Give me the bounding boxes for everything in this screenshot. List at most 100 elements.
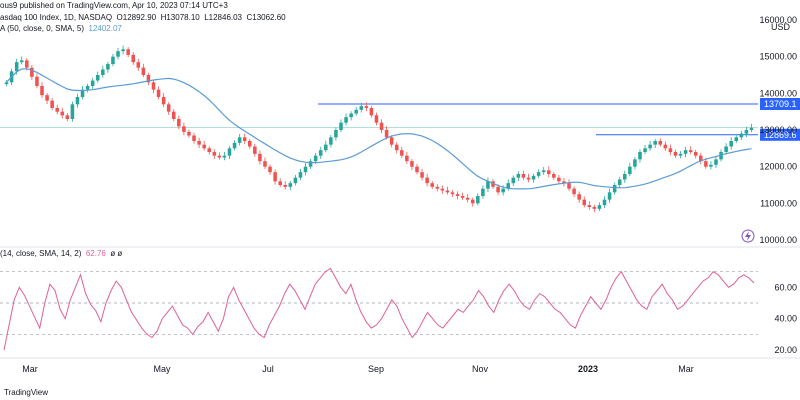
candle-body [450,192,455,195]
candle-body [531,175,536,180]
footer-brand: TradingView [4,388,49,397]
ma-line [6,68,752,190]
candle-body [359,106,364,110]
horizontal-levels: 13709.1 12869.6 [0,97,800,141]
candle-body [227,148,232,156]
candle-body [617,179,622,185]
candle-body [481,188,485,196]
candle-body [486,181,490,189]
candle-body [45,95,49,101]
candle-body [511,177,516,184]
candle-body [19,60,24,63]
lightning-icon[interactable] [741,229,755,243]
candle-body [648,144,652,149]
ma-legend: A (50, close, 0, SMA, 5) 12402.07 [0,24,122,33]
candle-body [85,86,90,90]
low-value: 12846.03 [208,13,243,22]
candle-body [405,155,409,162]
price-tick-label: 10000.00 [759,235,797,245]
candle-body [80,89,85,97]
candle-body [242,137,247,141]
published-line: ous9 published on TradingView.com, Apr 1… [0,1,228,10]
price-tick-label: 16000.00 [759,15,797,25]
candle-body [546,170,551,174]
candle-body [268,166,272,173]
candle-body [237,137,242,143]
candle-body [415,166,419,173]
candle-body [141,67,146,75]
candle-body [562,181,566,184]
ma-label: A (50, close, 0, SMA, 5) [0,24,85,33]
level-label: 12869.6 [764,130,797,140]
candles [4,45,754,213]
candle-body [95,75,100,81]
candle-body [709,164,713,167]
axes: 10000.00 11000.00 12000.00 13000.00 14000.00… [22,15,797,374]
candle-body [75,97,80,105]
candle-body [197,141,201,145]
level-label: 13709.1 [764,99,797,109]
candle-body [65,115,70,119]
symbol-line: asdaq 100 Index, 1D, NASDAQ O12892.90 H1… [0,13,286,22]
candle-body [273,172,277,182]
candle-body [597,205,602,209]
candle-body [324,144,328,151]
candle-body [293,177,298,184]
candle-body [329,137,333,145]
candle-body [171,111,176,119]
candle-body [739,133,744,138]
rsi-levels [0,271,758,335]
candle-body [136,62,141,68]
candle-body [749,127,754,130]
low-label: L [204,13,209,22]
candle-body [4,82,9,85]
x-axis-label: 2023 [578,364,598,374]
candle-body [126,49,130,55]
candle-body [587,205,592,207]
high-value: 13078.10 [166,13,200,22]
candle-body [217,155,222,158]
candle-body [658,141,663,145]
candle-body [278,181,282,185]
candle-body [121,49,125,52]
candle-body [693,152,698,156]
candle-body [354,109,358,114]
candle-body [455,194,460,196]
candle-body [683,150,688,154]
candle-body [146,75,151,83]
candle-body [440,188,445,191]
candle-body [394,144,399,151]
candle-body [567,183,571,189]
open-value: 12892.90 [122,13,157,22]
candle-body [425,177,429,184]
candle-body [420,172,424,178]
rsi-value: 62.76 [85,249,106,258]
rsi-legend: (14, close, SMA, 14, 2) 62.76 ø ø [0,249,122,258]
candle-body [572,188,576,195]
candle-body [349,113,353,118]
candle-body [313,155,318,162]
symbol-text: asdaq 100 Index, 1D, NASDAQ [0,13,113,22]
candle-body [653,141,657,145]
candle-body [476,196,480,204]
candle-body [253,146,257,154]
candle-body [334,130,338,138]
price-tick-label: 15000.00 [759,52,797,62]
candle-body [369,108,374,116]
candle-body [699,155,703,162]
candle-body [663,144,668,149]
candle-body [516,174,521,178]
candle-body [222,155,227,158]
candle-body [364,106,369,108]
candle-body [339,122,343,130]
candle-body [400,150,404,156]
candle-body [673,152,678,156]
candle-body [496,186,500,193]
candle-body [704,161,708,167]
candle-body [465,197,470,200]
candle-body [557,177,561,182]
candle-body [623,174,627,180]
candle-body [389,137,394,145]
candle-body [460,196,465,198]
candle-body [70,104,75,119]
